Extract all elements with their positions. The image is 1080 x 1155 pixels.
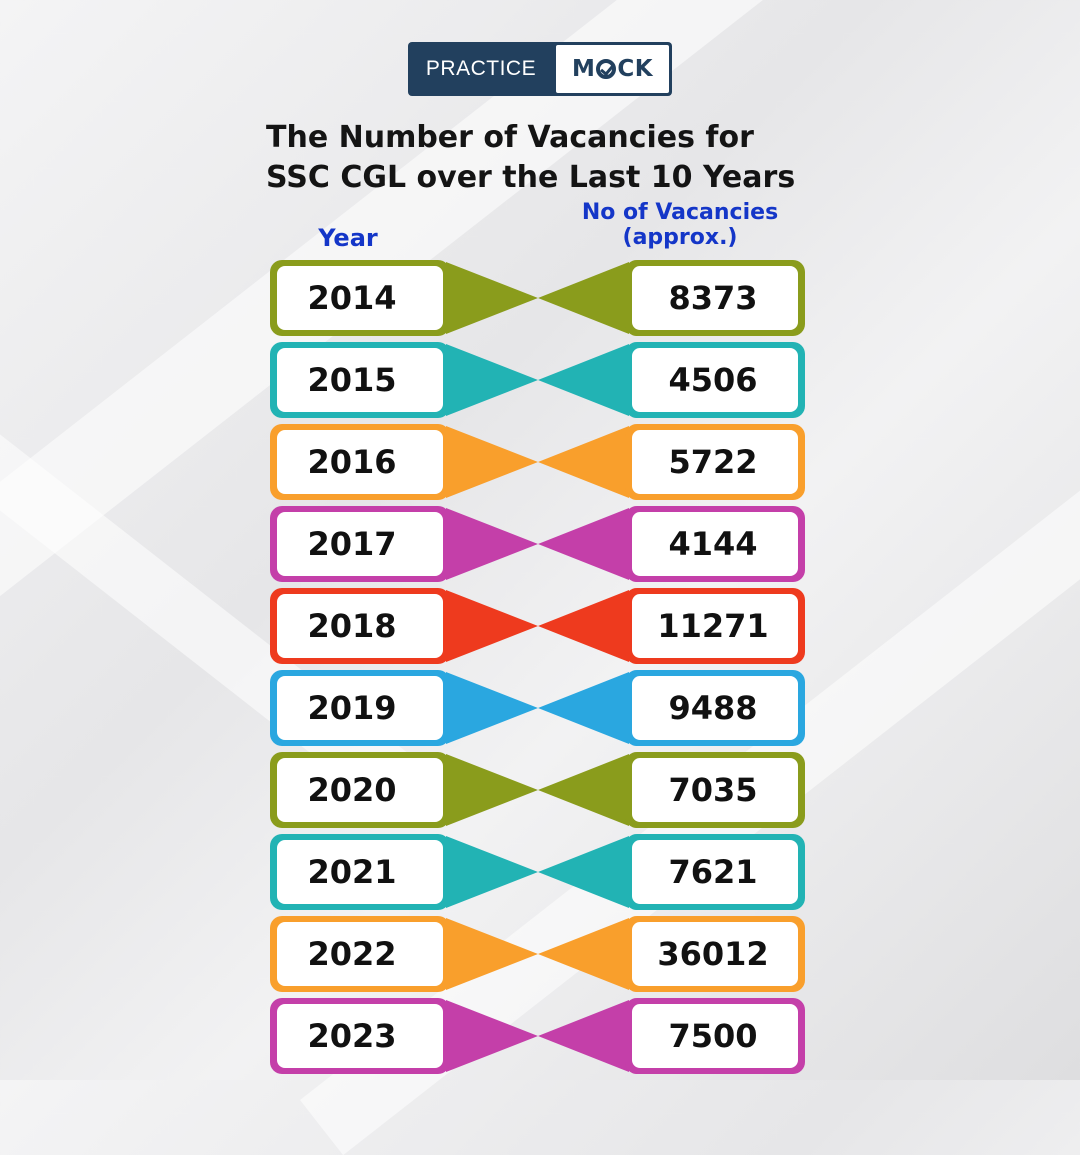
row-connector-right [538, 672, 629, 744]
row-connector-right [538, 836, 629, 908]
year-label: 2020 [307, 771, 396, 809]
vacancies-cell [632, 1004, 798, 1068]
check-circle-icon [596, 59, 617, 79]
vacancies-cell [632, 594, 798, 658]
brand-logo: PRACTICE M CK [408, 42, 672, 96]
row-connector-left [446, 508, 538, 580]
table-row: 2017 4144 [270, 506, 805, 582]
vacancies-value: 5722 [668, 443, 757, 481]
vacancies-cell [632, 348, 798, 412]
chart-title-line-2: SSC CGL over the Last 10 Years [266, 160, 796, 195]
vacancies-value: 9488 [668, 689, 757, 727]
row-connector-left [446, 344, 538, 416]
vacancies-value: 4144 [668, 525, 757, 563]
year-cell [277, 266, 443, 330]
row-connector-right [538, 262, 629, 334]
vacancies-value: 7621 [668, 853, 757, 891]
vacancies-value: 36012 [657, 935, 768, 973]
table-row: 2019 9488 [270, 670, 805, 746]
vacancies-value: 11271 [657, 607, 768, 645]
vacancies-cell [632, 758, 798, 822]
vacancies-value: 4506 [668, 361, 757, 399]
vacancies-table: 2014 8373 2015 4506 2016 5722 2017 4144 2018 1127… [270, 260, 805, 1074]
row-connector-left [446, 754, 538, 826]
row-connector-left [446, 262, 538, 334]
brand-logo-ck: CK [617, 56, 654, 82]
year-cell [277, 348, 443, 412]
column-header-vacancies-line-1: No of Vacancies [581, 200, 779, 225]
row-connector-right [538, 1000, 629, 1072]
column-header-year: Year [318, 224, 378, 252]
column-header-vacancies: No of Vacancies (approx.) [560, 200, 800, 250]
row-connector-right [538, 590, 629, 662]
row-connector-left [446, 426, 538, 498]
brand-logo-m: M [571, 56, 596, 82]
vacancies-cell [632, 840, 798, 904]
column-header-vacancies-line-2: (approx.) [622, 225, 738, 250]
vacancies-cell [632, 266, 798, 330]
year-label: 2018 [307, 607, 396, 645]
year-label: 2014 [307, 279, 396, 317]
year-label: 2016 [307, 443, 396, 481]
year-label: 2015 [307, 361, 396, 399]
brand-logo-right-text: M CK [556, 45, 669, 93]
chart-title: The Number of Vacancies for SSC CGL over… [266, 118, 886, 198]
row-connector-right [538, 344, 629, 416]
row-connector-right [538, 426, 629, 498]
year-label: 2023 [307, 1017, 396, 1055]
row-connector-right [538, 508, 629, 580]
year-cell [277, 512, 443, 576]
table-row: 2023 7500 [270, 998, 805, 1074]
vacancies-cell [632, 676, 798, 740]
vacancies-value: 7035 [668, 771, 757, 809]
year-cell [277, 758, 443, 822]
year-cell [277, 594, 443, 658]
year-cell [277, 430, 443, 494]
vacancies-value: 7500 [668, 1017, 757, 1055]
year-label: 2022 [307, 935, 396, 973]
row-connector-left [446, 918, 538, 990]
vacancies-value: 8373 [668, 279, 757, 317]
year-cell [277, 1004, 443, 1068]
row-connector-left [446, 590, 538, 662]
row-connector-left [446, 1000, 538, 1072]
table-row: 2015 4506 [270, 342, 805, 418]
table-row: 2022 36012 [270, 916, 805, 992]
year-label: 2021 [307, 853, 396, 891]
year-cell [277, 676, 443, 740]
table-row: 2016 5722 [270, 424, 805, 500]
year-label: 2017 [307, 525, 396, 563]
vacancies-cell [632, 430, 798, 494]
table-row: 2020 7035 [270, 752, 805, 828]
table-row: 2021 7621 [270, 834, 805, 910]
row-connector-right [538, 754, 629, 826]
table-row: 2014 8373 [270, 260, 805, 336]
vacancies-cell [632, 512, 798, 576]
year-cell [277, 840, 443, 904]
year-cell [277, 922, 443, 986]
vacancies-cell [632, 922, 798, 986]
row-connector-right [538, 918, 629, 990]
year-label: 2019 [307, 689, 396, 727]
row-connector-left [446, 672, 538, 744]
brand-logo-left-text: PRACTICE [425, 57, 537, 80]
row-connector-left [446, 836, 538, 908]
chart-title-line-1: The Number of Vacancies for [266, 120, 754, 155]
table-row: 2018 11271 [270, 588, 805, 664]
